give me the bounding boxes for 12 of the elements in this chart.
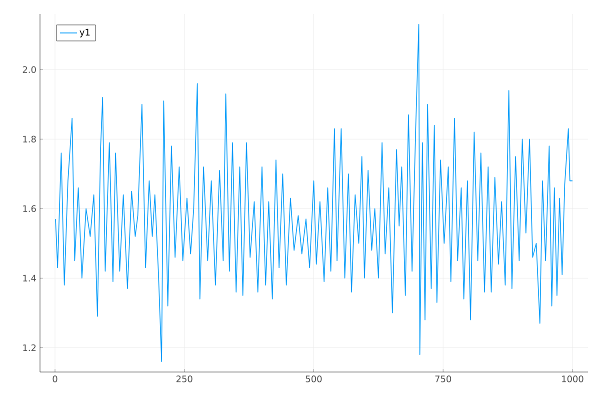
y-tick-label: 2.0 — [22, 66, 36, 73]
x-tick-label: 750 — [435, 376, 452, 382]
legend-label: y1 — [80, 28, 90, 38]
x-tick-label: 250 — [176, 376, 192, 382]
y-tick-label: 1.8 — [23, 136, 36, 143]
line-series — [55, 24, 573, 362]
x-tick-label: 0 — [52, 376, 58, 382]
y-tick-label: 1.6 — [23, 205, 36, 212]
x-tick-label: 1000 — [562, 376, 584, 382]
x-tick-label: 500 — [306, 376, 322, 382]
y-tick-label: 1.2 — [23, 344, 36, 351]
y-tick-label: 1.4 — [23, 274, 36, 282]
